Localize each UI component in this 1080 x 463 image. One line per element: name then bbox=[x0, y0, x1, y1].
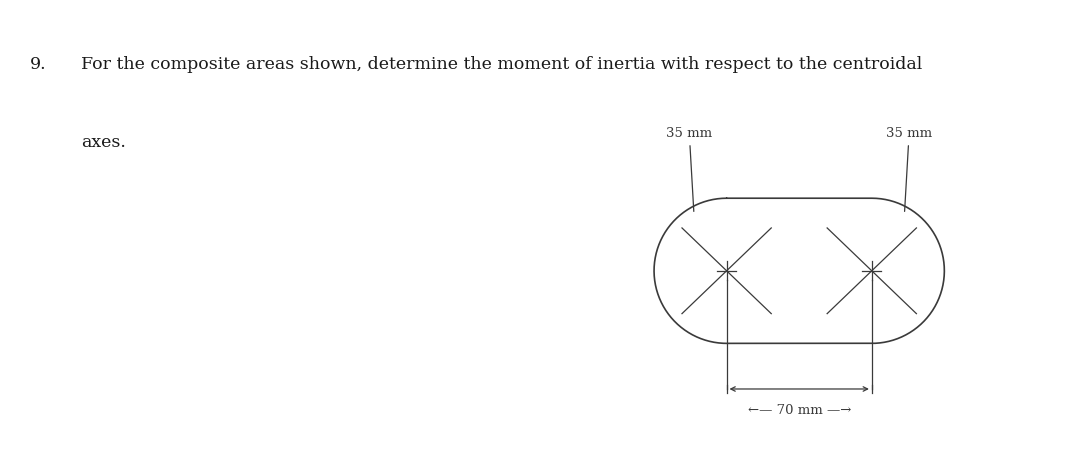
Text: ←— 70 mm —→: ←— 70 mm —→ bbox=[747, 403, 851, 417]
Text: 35 mm: 35 mm bbox=[666, 127, 713, 212]
Text: 9.: 9. bbox=[30, 56, 46, 73]
Text: axes.: axes. bbox=[81, 134, 126, 151]
Text: 35 mm: 35 mm bbox=[886, 127, 932, 212]
Text: For the composite areas shown, determine the moment of inertia with respect to t: For the composite areas shown, determine… bbox=[81, 56, 922, 73]
